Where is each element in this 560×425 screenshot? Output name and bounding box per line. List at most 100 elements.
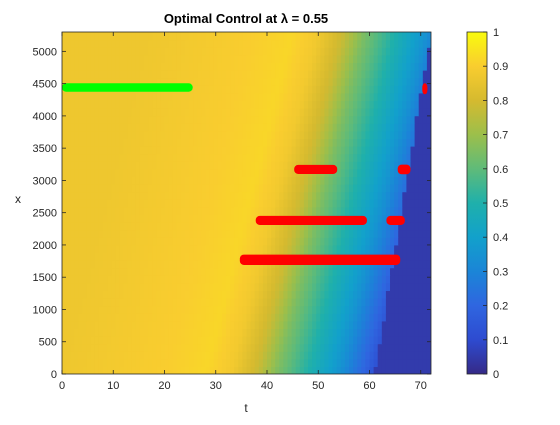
heat-cell [242,305,248,314]
heat-cell [94,343,100,352]
heat-cell [271,138,276,147]
heat-cell [242,206,248,215]
heat-cell [160,130,166,139]
heat-cell [287,62,293,71]
heat-cell [381,336,387,345]
heat-cell [410,206,416,215]
heat-cell [119,199,125,208]
heat-cell [234,366,239,374]
heat-cell [66,184,71,193]
heat-cell [201,229,207,238]
heat-cell [402,298,407,307]
heat-cell [312,282,317,291]
heat-cell [148,358,153,367]
heat-cell [299,328,305,337]
heat-cell [418,39,424,48]
heat-cell [410,313,416,322]
heat-cell [62,62,67,71]
heat-cell [82,32,88,41]
heat-cell [258,199,264,208]
heat-cell [308,108,313,117]
heat-cell [320,290,325,299]
heat-cell [98,275,104,284]
heat-cell [242,153,248,162]
heat-cell [90,282,96,291]
heat-cell [324,153,330,162]
heat-cell [316,123,321,132]
heat-cell [119,184,125,193]
heat-cell [406,305,412,314]
heat-cell [275,115,280,124]
heat-cell [185,290,190,299]
heat-cell [131,32,137,41]
heat-cell [377,168,383,177]
heat-cell [361,191,366,200]
heat-cell [115,138,120,147]
heat-cell [308,305,313,314]
heat-cell [312,123,317,132]
heat-cell [217,351,223,360]
heat-cell [144,199,149,208]
heat-cell [250,32,256,41]
heat-cell [365,237,371,246]
heat-cell [144,282,149,291]
heat-cell [250,123,256,132]
heat-cell [357,146,362,155]
heat-cell [361,244,366,253]
heat-cell [82,222,88,231]
heat-cell [336,275,342,284]
heat-cell [152,275,157,284]
heat-cell [66,54,71,63]
heat-cell [365,267,371,276]
heat-cell [78,260,84,269]
heat-cell [390,358,395,367]
heat-cell [320,70,325,79]
heat-cell [119,123,125,132]
heat-cell [312,32,317,41]
heat-cell [115,146,120,155]
heat-cell [324,244,330,253]
heat-cell [267,123,272,132]
heat-cell [213,336,219,345]
heat-cell [414,328,420,337]
heat-cell [111,237,116,246]
heat-cell [221,138,227,147]
heat-cell [361,290,366,299]
heat-cell [103,32,108,41]
heat-cell [398,191,403,200]
heat-cell [262,366,268,374]
heat-cell [254,39,260,48]
heat-cell [62,77,67,86]
heat-cell [201,62,207,71]
heat-cell [66,313,71,322]
heat-cell [131,123,137,132]
heat-cell [66,252,71,261]
heat-cell [148,267,153,276]
heat-cell [299,244,305,253]
heat-cell [398,290,403,299]
heat-cell [275,191,280,200]
heat-cell [209,320,215,329]
heat-cell [402,138,407,147]
heat-cell [373,229,379,238]
heat-cell [209,108,215,117]
heat-cell [406,146,412,155]
heat-cell [226,252,231,261]
heat-cell [230,252,235,261]
heat-cell [156,222,161,231]
heat-cell [246,77,252,86]
heat-cell [279,313,284,322]
heat-cell [344,161,350,170]
heat-cell [180,54,186,63]
heat-cell [299,70,305,79]
heat-cell [152,184,157,193]
heat-cell [78,298,84,307]
heat-cell [381,206,387,215]
heat-cell [127,244,133,253]
heat-cell [111,47,116,56]
heat-cell [221,32,227,41]
heat-cell [94,32,100,41]
heat-cell [291,313,297,322]
heat-cell [115,47,120,56]
